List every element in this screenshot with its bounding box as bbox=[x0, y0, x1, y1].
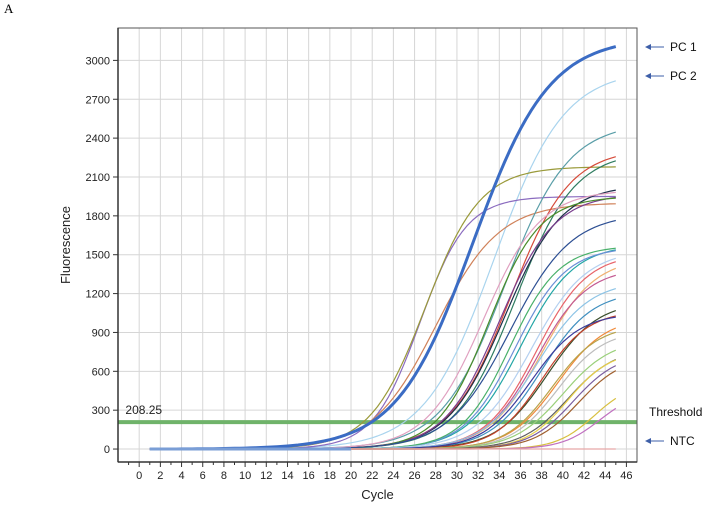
y-tick-label: 2100 bbox=[86, 172, 110, 184]
y-tick-label: 1500 bbox=[86, 250, 110, 262]
x-tick-label: 44 bbox=[599, 470, 611, 482]
series-line-pc-1 bbox=[149, 45, 617, 451]
y-tick-label: 1200 bbox=[86, 289, 110, 301]
x-tick-label: 10 bbox=[239, 470, 251, 482]
threshold-line: 208.25 bbox=[118, 403, 637, 425]
series-line bbox=[149, 315, 616, 450]
grid bbox=[118, 28, 637, 462]
arrow-head-icon bbox=[645, 44, 651, 50]
x-tick-label: 34 bbox=[493, 470, 505, 482]
annotation-ntc: NTC bbox=[670, 434, 695, 448]
x-tick-label: 30 bbox=[451, 470, 463, 482]
x-tick-label: 4 bbox=[178, 470, 184, 482]
x-tick-label: 24 bbox=[387, 470, 399, 482]
plot-border bbox=[117, 27, 638, 463]
y-tick-label: 600 bbox=[92, 366, 110, 378]
y-tick-label: 2400 bbox=[86, 133, 110, 145]
plot-frame bbox=[117, 27, 638, 463]
x-tick-label: 16 bbox=[303, 470, 315, 482]
x-tick-label: 12 bbox=[260, 470, 272, 482]
arrow-head-icon bbox=[645, 438, 651, 444]
annotation-pc-1: PC 1 bbox=[670, 40, 697, 54]
y-tick-label: 300 bbox=[92, 405, 110, 417]
x-tick-label: 40 bbox=[557, 470, 569, 482]
y-axis-title: Fluorescence bbox=[58, 206, 73, 284]
x-tick-label: 18 bbox=[324, 470, 336, 482]
panel-label: A bbox=[4, 1, 14, 16]
x-tick-label: 8 bbox=[221, 470, 227, 482]
series-line bbox=[149, 316, 616, 450]
annotation-pc-2: PC 2 bbox=[670, 69, 697, 83]
series-line-pc-2 bbox=[149, 80, 616, 450]
x-tick-label: 42 bbox=[578, 470, 590, 482]
annotation-threshold: Threshold bbox=[649, 405, 702, 419]
y-tick-label: 3000 bbox=[86, 55, 110, 67]
series-lines bbox=[149, 45, 617, 451]
threshold-value-label: 208.25 bbox=[125, 403, 162, 417]
x-tick-label: 0 bbox=[136, 470, 142, 482]
x-tick-label: 28 bbox=[430, 470, 442, 482]
y-tick-label: 1800 bbox=[86, 211, 110, 223]
axes: 0 2 4 6 8 10 12 14 16 18 20 22 24 26 28 30 32 34 36 38 40 42 4… bbox=[58, 55, 633, 502]
y-tick-label: 0 bbox=[104, 444, 110, 456]
series-line bbox=[149, 310, 617, 450]
y-tick-label: 2700 bbox=[86, 94, 110, 106]
x-tick-label: 2 bbox=[157, 470, 163, 482]
y-tick-label: 900 bbox=[92, 327, 110, 339]
x-tick-label: 6 bbox=[200, 470, 206, 482]
series-line bbox=[149, 288, 616, 450]
x-tick-label: 14 bbox=[281, 470, 293, 482]
x-tick-label: 38 bbox=[536, 470, 548, 482]
x-tick-label: 26 bbox=[408, 470, 420, 482]
x-tick-label: 20 bbox=[345, 470, 357, 482]
x-axis-title: Cycle bbox=[361, 487, 394, 502]
series-line bbox=[149, 338, 617, 450]
x-tick-label: 46 bbox=[620, 470, 632, 482]
x-tick-label: 22 bbox=[366, 470, 378, 482]
x-tick-label: 32 bbox=[472, 470, 484, 482]
x-tick-label: 36 bbox=[514, 470, 526, 482]
series-line bbox=[149, 131, 616, 450]
series-line bbox=[149, 247, 616, 450]
arrow-head-icon bbox=[645, 73, 651, 79]
annotations: PC 1 PC 2 Threshold NTC bbox=[645, 40, 702, 448]
